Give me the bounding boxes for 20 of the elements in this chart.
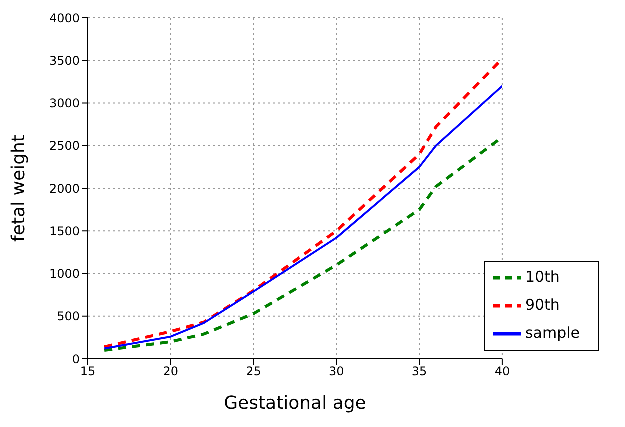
y-tick-label: 1000 bbox=[49, 267, 80, 282]
y-tick-label: 0 bbox=[72, 352, 80, 366]
x-tick-label: 30 bbox=[329, 364, 344, 379]
legend-label: 10th bbox=[525, 268, 560, 286]
y-tick-label: 3500 bbox=[49, 54, 80, 68]
x-tick-label: 20 bbox=[163, 364, 179, 379]
legend-label: 90th bbox=[525, 296, 560, 314]
y-tick-label: 2000 bbox=[49, 182, 80, 196]
x-tick-label: 25 bbox=[246, 364, 262, 379]
y-axis-title: fetal weight bbox=[8, 135, 30, 242]
x-tick-label: 35 bbox=[412, 364, 428, 379]
legend-label: sample bbox=[525, 324, 580, 342]
y-tick-label: 4000 bbox=[49, 11, 80, 26]
y-tick-label: 1500 bbox=[49, 224, 80, 238]
x-tick-label: 40 bbox=[494, 364, 510, 379]
y-tick-label: 3000 bbox=[49, 96, 80, 111]
x-axis-title: Gestational age bbox=[224, 393, 366, 414]
x-tick-label: 15 bbox=[80, 364, 96, 379]
y-tick-label: 500 bbox=[57, 310, 80, 324]
y-tick-label: 2500 bbox=[49, 139, 80, 154]
